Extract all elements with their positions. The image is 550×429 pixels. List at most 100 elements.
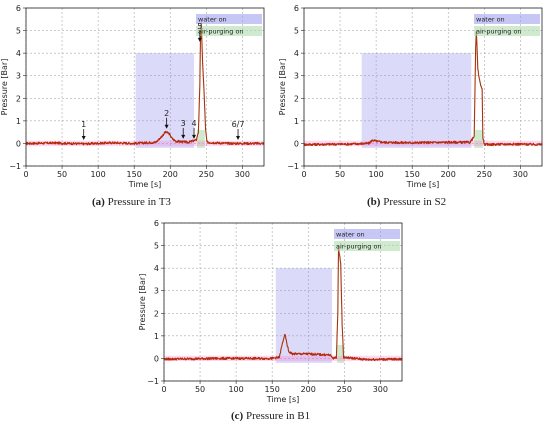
y-tick-label: 2 (294, 94, 299, 103)
air-purging-region (337, 344, 345, 363)
legend-label: water on (336, 231, 365, 239)
x-tick-label: 0 (23, 170, 28, 179)
caption-b-text: Pressure in S2 (383, 196, 447, 208)
y-tick-label: 3 (16, 72, 21, 81)
y-tick-label: 0 (154, 354, 159, 363)
y-tick-label: −1 (287, 162, 299, 171)
y-axis-label: Pressure [Bar] (138, 274, 147, 331)
legend-swatch (334, 241, 400, 251)
y-tick-label: 1 (294, 117, 299, 126)
x-tick-label: 0 (161, 385, 166, 394)
pressure-series-core (303, 30, 543, 145)
noise-band (164, 355, 402, 362)
x-tick-label: 100 (90, 170, 105, 179)
annotation-arrowhead (81, 136, 86, 141)
legend-label: air-purging on (476, 28, 522, 36)
annotation-label: 6/7 (232, 120, 245, 129)
x-tick-label: 50 (57, 170, 67, 179)
y-tick-label: −1 (9, 162, 21, 171)
y-tick-label: 0 (294, 139, 299, 148)
annotation-label: 3 (181, 119, 186, 128)
y-tick-label: 1 (154, 332, 159, 341)
legend-label: water on (198, 16, 227, 24)
caption-a-letter: (a) (92, 196, 105, 208)
legend-swatch (334, 229, 400, 239)
legend-swatch (196, 14, 262, 24)
chart-panel-a: 0 50 100 150 200 250 300 −1 0 1 2 3 4 5 6 Time [s] Press… (0, 0, 270, 190)
caption-a-text: Pressure in T3 (107, 196, 171, 208)
pressure-series-core (25, 23, 264, 145)
legend-swatch (474, 14, 540, 24)
x-tick-label: 150 (405, 170, 420, 179)
x-tick-label: 150 (265, 385, 280, 394)
y-tick-label: 3 (154, 287, 159, 296)
caption-c-letter: (c) (231, 410, 244, 422)
x-tick-label: 200 (301, 385, 316, 394)
y-tick-label: 6 (154, 219, 159, 228)
air-purging-region (196, 129, 205, 148)
plot-frame (163, 222, 403, 382)
x-axis-label: Time [s] (266, 395, 300, 404)
plot-frame (25, 7, 265, 167)
x-tick-label: 200 (163, 170, 178, 179)
annotation-arrowhead (197, 37, 202, 42)
y-tick-label: 4 (294, 49, 299, 58)
y-tick-label: 4 (154, 264, 159, 273)
x-tick-label: 250 (477, 170, 492, 179)
x-tick-label: 100 (228, 385, 243, 394)
y-tick-label: 5 (154, 242, 159, 251)
annotation-arrowhead (192, 134, 197, 139)
chart-panel-b: 0 50 100 150 200 250 300 −1 0 1 2 3 4 5 6 Time [s] Press… (278, 0, 548, 190)
water-on-region (275, 268, 333, 363)
caption-c: (c) Pressure in B1 (231, 410, 310, 422)
y-tick-label: 3 (294, 72, 299, 81)
annotation-label: 4 (191, 119, 196, 128)
annotation-label: 5 (197, 22, 202, 31)
x-axis-label: Time [s] (128, 180, 162, 189)
x-tick-label: 300 (373, 385, 388, 394)
x-tick-label: 250 (199, 170, 214, 179)
caption-c-text: Pressure in B1 (245, 410, 311, 422)
y-tick-label: −1 (147, 377, 159, 386)
y-tick-label: 0 (16, 139, 21, 148)
annotation-label: 1 (81, 120, 86, 129)
water-on-region (361, 53, 472, 148)
noise-band (304, 140, 542, 147)
annotation-arrowhead (181, 134, 186, 139)
x-tick-label: 300 (513, 170, 528, 179)
annotation-arrowhead (164, 124, 169, 129)
air-purging-region (474, 129, 483, 148)
x-tick-label: 150 (127, 170, 142, 179)
water-on-region (135, 53, 195, 148)
legend-label: air-purging on (198, 28, 244, 36)
legend-label: water on (476, 16, 505, 24)
x-tick-label: 50 (195, 385, 205, 394)
x-tick-label: 300 (235, 170, 250, 179)
annotation-label: 2 (164, 109, 169, 118)
y-tick-label: 5 (294, 27, 299, 36)
y-axis-label: Pressure [Bar] (278, 59, 287, 116)
legend-swatch (474, 26, 540, 36)
y-tick-label: 6 (16, 4, 21, 13)
y-tick-label: 1 (16, 117, 21, 126)
x-tick-label: 200 (441, 170, 456, 179)
y-axis-label: Pressure [Bar] (0, 59, 9, 116)
plot-frame (303, 7, 543, 167)
x-tick-label: 0 (301, 170, 306, 179)
chart-panel-c: 0 50 100 150 200 250 300 −1 0 1 2 3 4 5 6 Time [s] Press… (138, 215, 408, 405)
y-tick-label: 2 (16, 94, 21, 103)
y-tick-label: 4 (16, 49, 21, 58)
pressure-series-core (163, 247, 403, 360)
caption-b-letter: (b) (367, 196, 381, 208)
y-tick-label: 6 (294, 4, 299, 13)
x-tick-label: 250 (337, 385, 352, 394)
x-tick-label: 100 (368, 170, 383, 179)
caption-a: (a) Pressure in T3 (92, 196, 171, 208)
y-tick-label: 2 (154, 309, 159, 318)
y-tick-label: 5 (16, 27, 21, 36)
legend-label: air-purging on (336, 243, 382, 251)
x-tick-label: 50 (335, 170, 345, 179)
